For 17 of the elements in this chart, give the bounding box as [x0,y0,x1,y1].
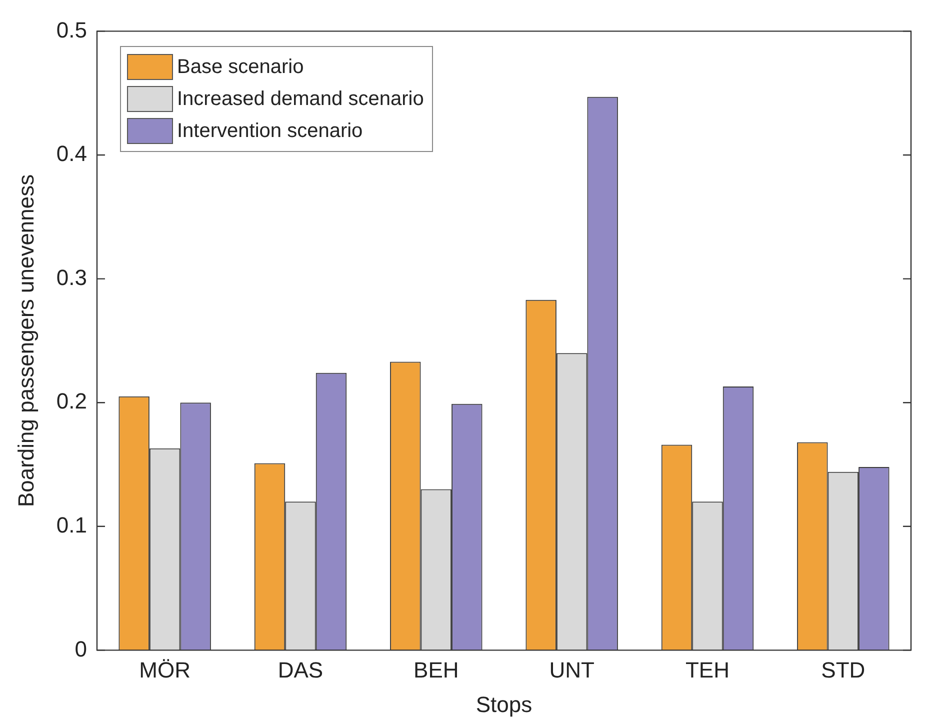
y-tick-label: 0.3 [56,264,87,290]
y-tick-label: 0.5 [56,17,87,42]
y-tick-label: 0.1 [56,512,87,538]
x-tick-label: STD [821,657,866,682]
legend-label: Base scenario [177,56,304,78]
x-tick-label: TEH [685,657,730,682]
legend-label: Intervention scenario [177,120,363,142]
x-tick-label: UNT [549,657,594,682]
legend-label: Increased demand scenario [177,88,424,110]
x-tick-label: MÖR [139,657,190,682]
y-tick-label: 0.4 [56,141,87,166]
y-tick-label: 0 [74,636,87,662]
x-tick-label: DAS [278,657,324,682]
y-tick-label: 0.2 [56,388,87,414]
x-tick-label: BEH [414,657,459,682]
y-axis-title: Boarding passengers unevenness [13,174,38,508]
x-axis-title: Stops [476,692,532,717]
